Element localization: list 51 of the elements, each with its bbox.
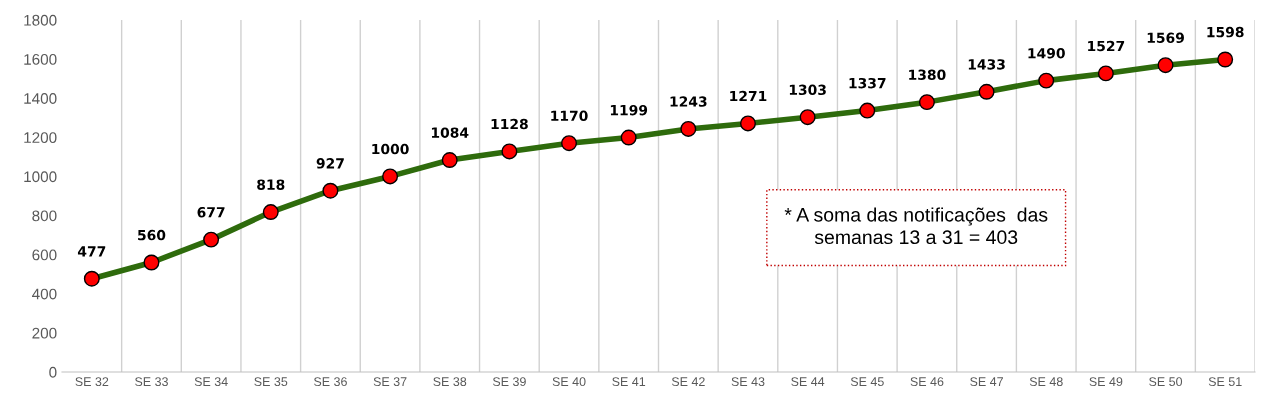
y-tick-label: 600 xyxy=(32,249,57,261)
x-tick-label: SE 40 xyxy=(552,377,586,387)
data-label: 1243 xyxy=(670,96,707,107)
x-tick-label: SE 37 xyxy=(373,377,407,387)
y-tick-label: 1800 xyxy=(24,14,57,26)
x-tick-label: SE 48 xyxy=(1029,377,1063,387)
data-label: 1598 xyxy=(1207,26,1244,38)
data-label: 477 xyxy=(77,246,106,257)
data-label: 1199 xyxy=(610,104,648,116)
x-tick-label: SE 36 xyxy=(313,377,347,387)
data-label: 1000 xyxy=(372,143,409,155)
x-tick-label: SE 33 xyxy=(135,377,168,387)
y-tick-label: 400 xyxy=(32,288,57,300)
data-label: 1170 xyxy=(551,110,588,122)
data-label: 1084 xyxy=(431,127,469,138)
data-label: 1337 xyxy=(849,77,886,89)
x-tick-label: SE 39 xyxy=(492,377,526,387)
y-tick-label: 1000 xyxy=(24,171,57,183)
y-tick-label: 1600 xyxy=(24,53,57,65)
data-label: 1527 xyxy=(1088,40,1125,52)
x-tick-label: SE 44 xyxy=(791,377,825,387)
x-tick-label: SE 43 xyxy=(731,377,765,387)
data-label: 1128 xyxy=(491,118,528,130)
x-tick-label: SE 41 xyxy=(612,377,646,387)
y-tick-label: 200 xyxy=(32,327,57,339)
data-label: 818 xyxy=(257,179,285,190)
data-label: 1490 xyxy=(1028,47,1065,59)
data-label: 1569 xyxy=(1147,32,1184,44)
x-tick-label: SE 42 xyxy=(671,377,705,387)
x-tick-label: SE 50 xyxy=(1149,377,1183,387)
x-tick-label: SE 35 xyxy=(254,377,288,387)
data-label: 1271 xyxy=(730,90,767,102)
data-label: 560 xyxy=(138,229,166,241)
data-label: 927 xyxy=(316,158,344,169)
x-tick-label: SE 32 xyxy=(75,377,109,387)
y-tick-label: 800 xyxy=(32,210,57,222)
x-tick-label: SE 46 xyxy=(910,377,944,387)
y-tick-label: 1400 xyxy=(24,93,57,104)
x-tick-label: SE 45 xyxy=(850,377,884,387)
x-tick-label: SE 34 xyxy=(194,377,228,387)
x-tick-label: SE 49 xyxy=(1089,377,1123,387)
x-tick-label: SE 38 xyxy=(433,377,467,387)
y-tick-label: 1200 xyxy=(24,132,57,144)
annotation: * A soma das notificações das semanas 13 a 31 = 403 xyxy=(784,207,1048,245)
data-label: 1433 xyxy=(968,59,1005,70)
data-label: 1303 xyxy=(789,84,826,96)
x-tick-label: SE 51 xyxy=(1208,377,1242,387)
data-label: 1380 xyxy=(909,69,946,80)
data-label: 677 xyxy=(197,206,225,218)
y-tick-label: 0 xyxy=(49,366,57,378)
x-tick-label: SE 47 xyxy=(970,377,1003,387)
